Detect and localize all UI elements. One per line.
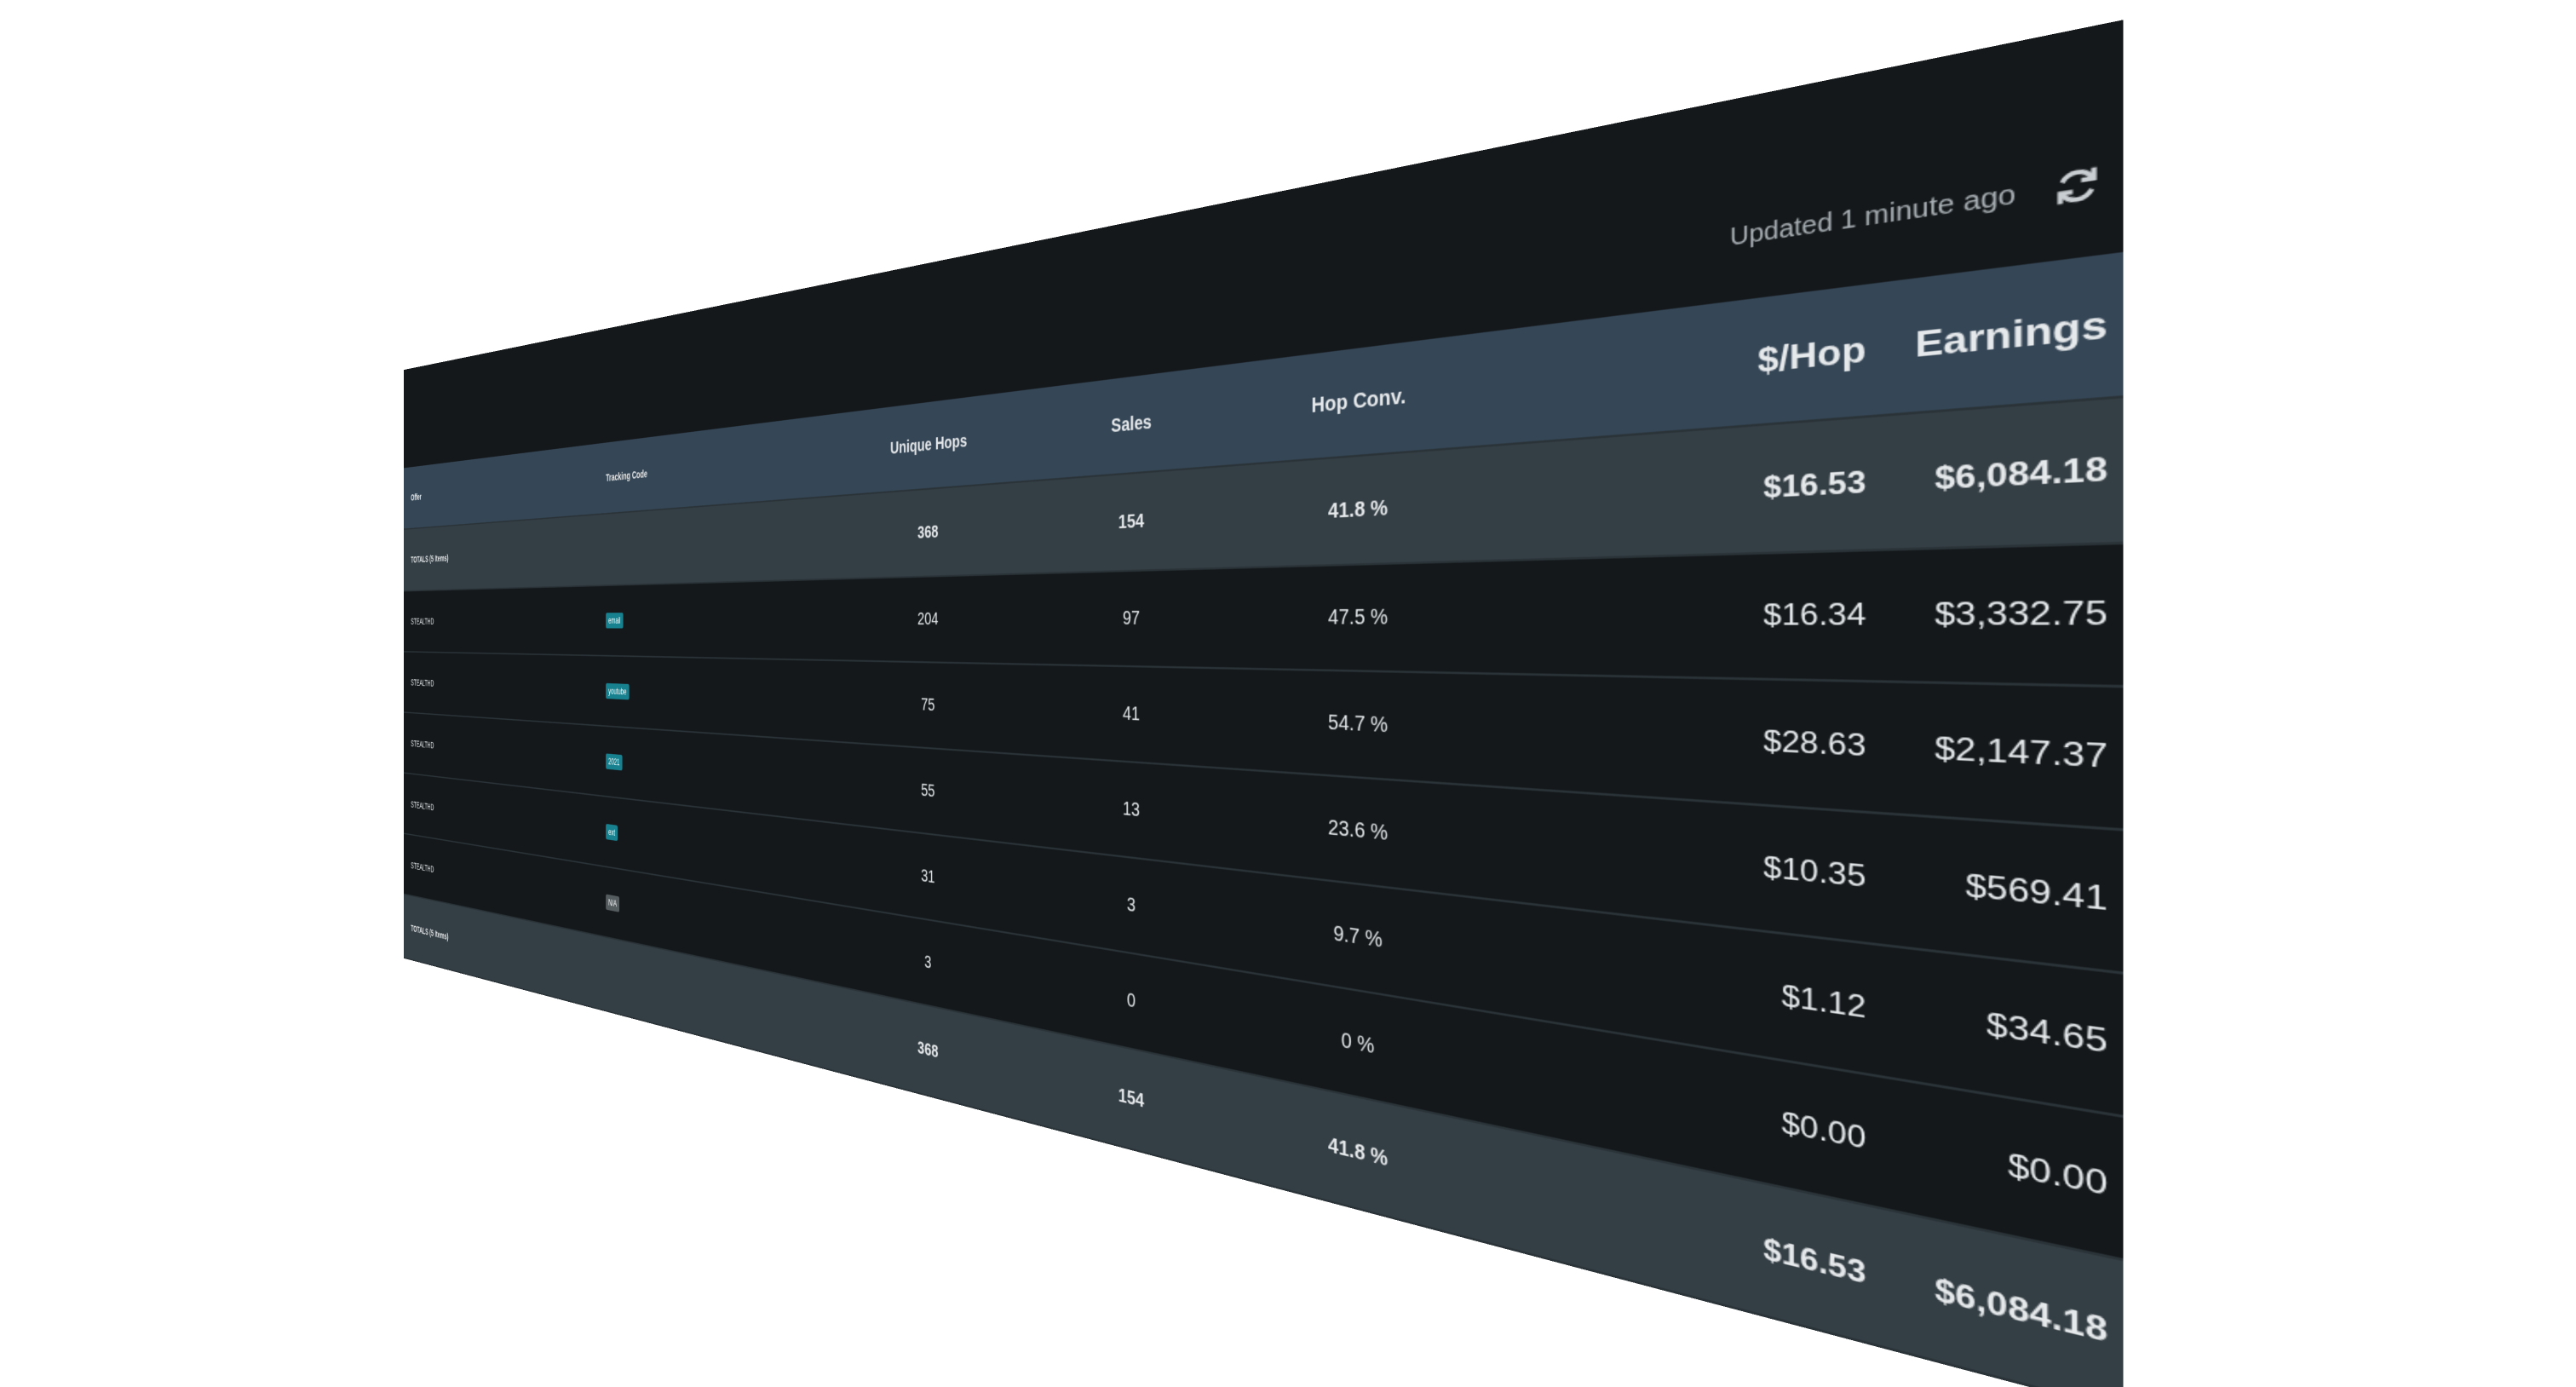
unique-hops-cell: 55 (868, 745, 992, 840)
offer-text: TOTALS (5 Items) (411, 553, 448, 565)
hop-conv-cell: 41.8 % (1266, 449, 1458, 566)
hop-conv-text: 9.7 % (1333, 922, 1383, 953)
report-panel: Updated 1 minute ago Offer Tracking Code U… (404, 20, 2123, 1387)
sales-text: 154 (1118, 510, 1144, 533)
tracking-badge: N/A (606, 894, 619, 912)
offer-text: STEALTHD (411, 616, 434, 626)
tracking-code-cell: youtube (606, 656, 795, 738)
hop-conv-text: 41.8 % (1328, 496, 1388, 523)
offer-text: STEALTHD (411, 677, 434, 688)
earnings-cell: Earnings (1799, 254, 2107, 420)
sales-cell: 41 (1057, 665, 1212, 766)
offer-cell: TOTALS (5 Items) (411, 515, 589, 590)
hop-conv-cell: 47.5 % (1266, 563, 1458, 672)
earnings-text: $2,147.37 (1935, 731, 2107, 777)
unique-hops-cell: 368 (868, 485, 992, 578)
unique-hops-text: 75 (921, 695, 934, 716)
unique-hops-text: Unique Hops (890, 431, 967, 458)
earnings-text: $0.00 (2008, 1147, 2107, 1205)
offer-text: Offer (411, 492, 421, 503)
sales-text: 3 (1127, 894, 1136, 917)
sales-cell: Sales (1057, 366, 1212, 478)
hop-conv-text: 41.8 % (1328, 1134, 1388, 1172)
unique-hops-cell: 204 (868, 576, 992, 663)
earnings-text: $3,332.75 (1935, 595, 2107, 635)
earnings-text: Earnings (1915, 302, 2107, 366)
earnings-cell: $3,332.75 (1799, 545, 2107, 685)
tracking-badge: ext (606, 824, 618, 841)
unique-hops-text: 55 (921, 780, 934, 802)
sales-text: 41 (1123, 703, 1140, 726)
unique-hops-text: 31 (921, 866, 934, 887)
updated-text: Updated 1 minute ago (1730, 180, 2016, 253)
earnings-text: $6,084.18 (1935, 1271, 2107, 1351)
sales-text: 97 (1123, 607, 1140, 630)
hop-conv-cell: Hop Conv. (1266, 336, 1458, 462)
sales-cell: 154 (1057, 468, 1212, 572)
sales-text: 0 (1127, 989, 1136, 1013)
hop-conv-text: 54.7 % (1328, 711, 1388, 738)
offer-cell: STEALTHD (411, 653, 589, 724)
refresh-icon[interactable] (2052, 161, 2102, 211)
offer-text: STEALTHD (411, 739, 434, 751)
hop-conv-text: 0 % (1341, 1028, 1374, 1059)
sales-text: Sales (1111, 411, 1151, 438)
tracking-code-cell: Tracking Code (606, 419, 795, 513)
offer-text: TOTALS (5 Items) (411, 923, 448, 941)
earnings-text: $34.65 (1987, 1006, 2107, 1062)
unique-hops-text: 3 (924, 952, 931, 974)
page: Updated 1 minute ago Offer Tracking Code U… (0, 0, 2576, 1387)
hop-conv-text: 47.5 % (1328, 605, 1388, 630)
sales-text: 13 (1123, 798, 1140, 822)
hop-conv-text: 23.6 % (1328, 816, 1388, 846)
offer-cell: Offer (411, 445, 589, 528)
tracking-code-cell: email (606, 581, 795, 659)
offer-text: STEALTHD (411, 860, 434, 875)
hop-conv-cell: 54.7 % (1266, 670, 1458, 784)
earnings-cell: $2,147.37 (1799, 681, 2107, 827)
tracking-badge: email (606, 613, 623, 628)
unique-hops-text: 204 (917, 609, 938, 629)
unique-hops-cell: 75 (868, 662, 992, 751)
stage: Updated 1 minute ago Offer Tracking Code U… (0, 0, 2576, 1387)
tracking-badge: youtube (606, 683, 629, 700)
earnings-cell: $6,084.18 (1799, 400, 2107, 551)
sales-cell: 13 (1057, 757, 1212, 866)
tracking-code-text: Tracking Code (606, 468, 647, 483)
hop-conv-cell: 23.6 % (1266, 772, 1458, 895)
unique-hops-text: 368 (917, 522, 938, 543)
offer-text: STEALTHD (411, 799, 434, 812)
earnings-text: $6,084.18 (1935, 451, 2107, 498)
sales-cell: 97 (1057, 569, 1212, 666)
sales-text: 154 (1118, 1085, 1144, 1114)
earnings-text: $569.41 (1965, 868, 2107, 920)
offer-cell: STEALTHD (411, 586, 589, 654)
hop-conv-text: Hop Conv. (1311, 384, 1406, 418)
unique-hops-text: 368 (917, 1039, 938, 1063)
unique-hops-cell: Unique Hops (868, 394, 992, 493)
tracking-badge: 2021 (606, 753, 622, 770)
